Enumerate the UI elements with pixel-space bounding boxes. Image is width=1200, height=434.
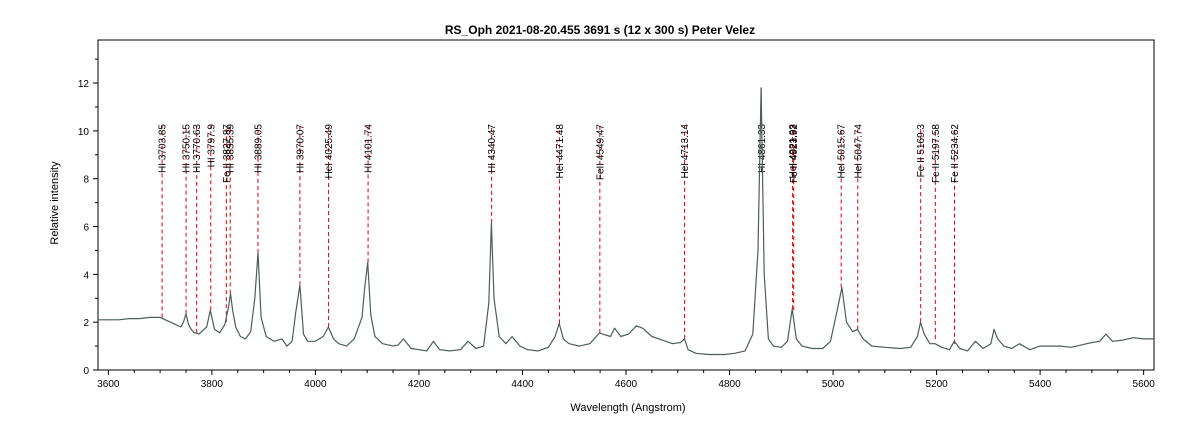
y-tick-label: 0 — [83, 366, 89, 377]
line-id-label: HI 3889.05 — [253, 124, 264, 173]
x-tick-label: 4400 — [511, 379, 534, 390]
spectrum-series — [98, 87, 1154, 356]
y-axis-label: Relative intensity — [49, 161, 61, 245]
line-id-label: HeI 5015.67 — [837, 124, 848, 179]
x-tick-label: 5600 — [1133, 379, 1156, 390]
x-axis-label: Wavelength (Angstrom) — [570, 402, 685, 414]
y-tick-label: 4 — [83, 270, 89, 281]
chart-title: RS_Oph 2021-08-20.455 3691 s (12 x 300 s… — [445, 23, 755, 37]
line-id-label: HI 3750.15 — [182, 124, 193, 173]
line-id-label: HeI 4921.93 — [788, 124, 799, 179]
line-id-label: HeI 4025.49 — [324, 124, 335, 179]
x-tick-label: 5200 — [925, 379, 948, 390]
y-tick-label: 6 — [83, 223, 89, 234]
x-tick-label: 4200 — [408, 379, 431, 390]
y-tick-label: 10 — [78, 127, 90, 138]
x-tick-label: 4000 — [304, 379, 327, 390]
line-id-label: HI 3835.39 — [226, 124, 237, 173]
line-id-label: HeI 4713.14 — [680, 124, 691, 179]
line-id-label: Fe II 4923.92 — [789, 124, 800, 183]
y-tick-label: 2 — [83, 318, 89, 329]
line-id-label: Fe II 5169.3 — [916, 124, 927, 178]
line-id-label: HI 4101.74 — [364, 124, 375, 173]
x-tick-label: 3800 — [201, 379, 224, 390]
y-tick-label: 8 — [83, 175, 89, 186]
plot-frame — [97, 39, 1155, 371]
line-id-label: HeI 4471.48 — [555, 124, 566, 179]
plot-area: 3600 3800 4000 4200 4400 4600 4800 5000 5200 5400… — [78, 39, 1156, 390]
line-id-label: Fe II 5197.58 — [931, 124, 942, 183]
line-id-label: HI 3703.85 — [158, 124, 169, 173]
x-tick-label: 5400 — [1029, 379, 1052, 390]
line-id-label: HI 3797.9 — [206, 124, 217, 168]
line-id-label: Fe II 3827.87 — [222, 124, 233, 183]
line-id-label: Fe II 5234.62 — [950, 124, 961, 183]
x-tick-label: 5000 — [822, 379, 845, 390]
line-id-label: HI 4340.47 — [487, 124, 498, 173]
line-id-label: FeII 4549.47 — [595, 124, 606, 181]
x-tick-label: 3600 — [97, 379, 120, 390]
y-tick-label: 12 — [78, 79, 90, 90]
line-id-label: HI 3770.63 — [192, 124, 203, 173]
line-id-label: HI 3970.07 — [295, 124, 306, 173]
line-id-label: HeI 5047.74 — [853, 124, 864, 179]
x-tick-label: 4800 — [718, 379, 741, 390]
x-tick-label: 4600 — [615, 379, 638, 390]
